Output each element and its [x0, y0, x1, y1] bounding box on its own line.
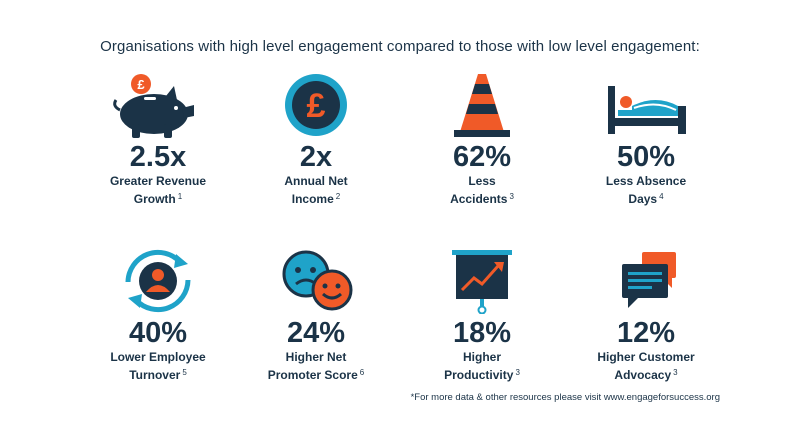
- stat-value: 18%: [452, 317, 512, 349]
- growth-chart-board-icon: [452, 250, 512, 314]
- stat-label-line1: Annual Net: [284, 174, 348, 188]
- stat-reference: 3: [515, 368, 520, 377]
- stat-absence-days: 50% Less Absence Days 4: [566, 72, 726, 207]
- employee-turnover-icon: [125, 249, 191, 313]
- stat-label-line2: Turnover: [129, 368, 181, 382]
- stat-value: 2.5x: [129, 141, 187, 173]
- stat-reference: 5: [182, 368, 187, 377]
- stat-accidents: 62% Less Accidents 3: [402, 72, 562, 207]
- stat-label-line2: Productivity: [444, 368, 514, 382]
- stat-label-line1: Higher Net: [285, 350, 347, 364]
- stat-label: Annual Net Income 2: [236, 174, 396, 207]
- svg-text:£: £: [137, 77, 145, 92]
- pound-coin-icon: £: [285, 74, 347, 136]
- stat-label-line2: Income: [291, 192, 334, 206]
- stat-label-line1: Higher Customer: [597, 350, 695, 364]
- stat-value: 40%: [128, 317, 188, 349]
- stat-label-line2: Promoter Score: [267, 368, 358, 382]
- stat-label-line1: Greater Revenue: [109, 174, 207, 188]
- stat-value: 12%: [616, 317, 676, 349]
- stat-label: Higher Customer Advocacy 3: [566, 350, 726, 383]
- stat-value: 24%: [286, 317, 346, 349]
- stat-reference: 4: [659, 192, 664, 201]
- stat-value: 50%: [616, 141, 676, 173]
- stat-value: 62%: [452, 141, 512, 173]
- stat-label: Less Absence Days 4: [566, 174, 726, 207]
- sad-happy-faces-icon: [282, 250, 353, 311]
- svg-text:£: £: [307, 87, 326, 125]
- stat-label-line1: Less Absence: [605, 174, 687, 188]
- stat-label-line2: Advocacy: [614, 368, 672, 382]
- stat-label: Lower Employee Turnover 5: [78, 350, 238, 383]
- stat-net-income: £ 2x Annual Net Income 2: [236, 72, 396, 207]
- stat-reference: 6: [359, 368, 365, 377]
- stat-label: Higher Net Promoter Score 6: [236, 350, 396, 383]
- stat-label-line1: Lower Employee: [110, 350, 206, 364]
- stat-net-promoter-score: 24% Higher Net Promoter Score 6: [236, 248, 396, 383]
- footnote: *For more data & other resources please …: [410, 392, 720, 403]
- stat-label-line1: Higher: [462, 350, 501, 364]
- page-title: Organisations with high level engagement…: [100, 38, 700, 55]
- traffic-cone-icon: [454, 74, 510, 137]
- piggy-bank-icon: £: [113, 74, 194, 138]
- stat-customer-advocacy: 12% Higher Customer Advocacy 3: [566, 248, 726, 383]
- stat-reference: 1: [177, 192, 183, 201]
- stat-employee-turnover: 40% Lower Employee Turnover 5: [78, 248, 238, 383]
- stat-value: 2x: [299, 141, 333, 173]
- stat-label: Higher Productivity 3: [402, 350, 562, 383]
- stat-reference: 3: [509, 192, 514, 201]
- chat-bubbles-icon: [622, 252, 676, 308]
- stat-label-line1: Less: [468, 174, 496, 188]
- stat-productivity: 18% Higher Productivity 3: [402, 248, 562, 383]
- stat-reference: 3: [673, 368, 678, 377]
- stat-revenue-growth: £ 2.5x Greater Revenue Growth 1: [78, 72, 238, 207]
- stat-label-line2: Days: [628, 192, 658, 206]
- stat-reference: 2: [335, 192, 341, 201]
- sick-in-bed-icon: [608, 86, 686, 134]
- stat-label: Less Accidents 3: [402, 174, 562, 207]
- stat-label-line2: Accidents: [450, 192, 508, 206]
- stat-label-line2: Growth: [133, 192, 176, 206]
- stat-label: Greater Revenue Growth 1: [78, 174, 238, 207]
